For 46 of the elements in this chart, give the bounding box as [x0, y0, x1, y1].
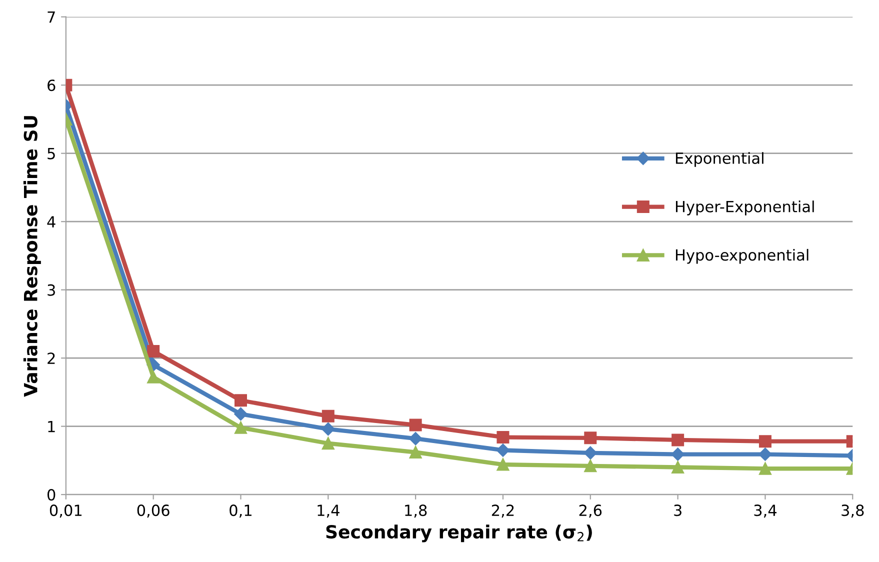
point — [408, 432, 422, 446]
point — [758, 435, 772, 448]
x-tick-label: 3 — [674, 504, 682, 516]
x-tick-label: 0,1 — [230, 504, 252, 518]
point — [234, 407, 248, 421]
point — [147, 370, 160, 384]
x-tick-label: 1,8 — [405, 504, 427, 518]
x-tick-label: 0,01 — [50, 504, 82, 518]
point — [409, 418, 422, 432]
point — [496, 430, 510, 444]
x-tick-label: 0,06 — [137, 504, 170, 518]
point — [671, 448, 684, 461]
y-tick-label: 4 — [47, 216, 56, 228]
point — [496, 458, 510, 471]
point — [322, 422, 335, 436]
x-axis-title: Secondary repair rate (σ$_{2}$) — [326, 524, 592, 542]
x-tick-label: 3,8 — [842, 504, 864, 518]
y-tick-label: 6 — [48, 80, 56, 92]
y-tick-label: 5 — [48, 148, 55, 160]
y-tick-label: 0 — [47, 489, 56, 501]
legend-label: Exponential — [676, 152, 764, 167]
point — [322, 410, 334, 422]
point — [672, 434, 684, 446]
point — [147, 345, 160, 358]
point — [758, 448, 772, 461]
x-tick-label: 1,4 — [318, 504, 340, 518]
x-tick-label: 3,4 — [754, 504, 777, 518]
y-axis-title: Variance Response Time SU — [23, 116, 41, 397]
y-tick-label: 7 — [48, 12, 55, 23]
point — [758, 462, 772, 475]
point — [672, 461, 684, 474]
legend-label: Hyper-Exponential — [676, 200, 814, 216]
y-tick-label: 3 — [48, 284, 55, 296]
point — [496, 444, 510, 457]
point — [234, 394, 247, 407]
x-tick-label: 2,6 — [579, 504, 602, 518]
point — [584, 432, 597, 444]
y-tick-label: 2 — [48, 352, 55, 364]
point — [322, 437, 334, 450]
point — [584, 446, 597, 460]
point — [584, 460, 597, 472]
y-tick-label: 1 — [48, 420, 55, 432]
legend-label: Hypo-exponential — [676, 248, 808, 264]
x-tick-label: 2,2 — [492, 504, 514, 518]
point — [409, 446, 422, 458]
point — [234, 421, 247, 434]
